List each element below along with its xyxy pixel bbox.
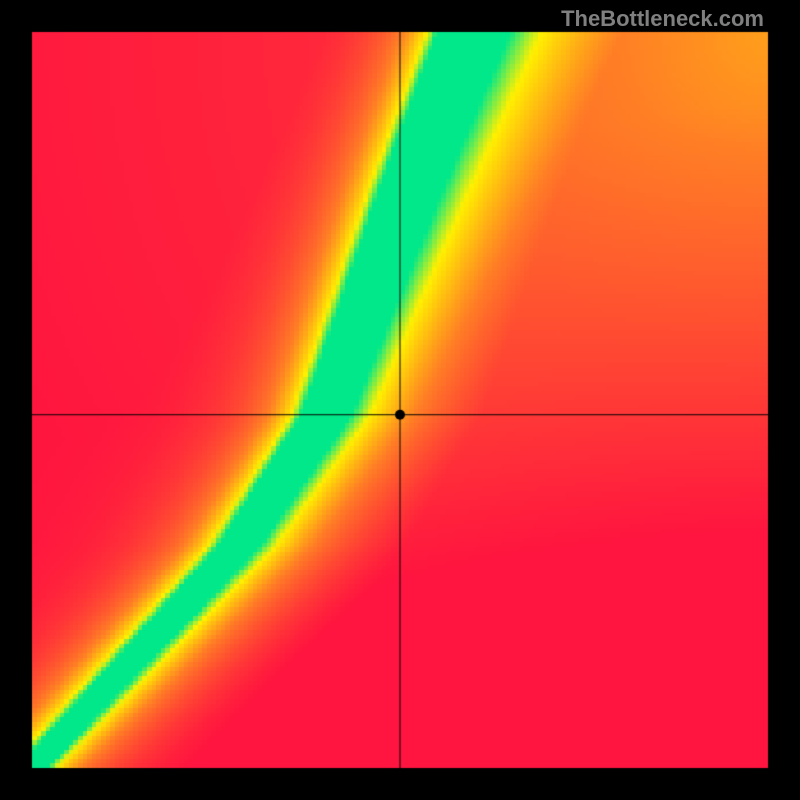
watermark-text: TheBottleneck.com [561, 6, 764, 32]
chart-container: { "watermark": "TheBottleneck.com", "can… [0, 0, 800, 800]
bottleneck-heatmap [0, 0, 800, 800]
